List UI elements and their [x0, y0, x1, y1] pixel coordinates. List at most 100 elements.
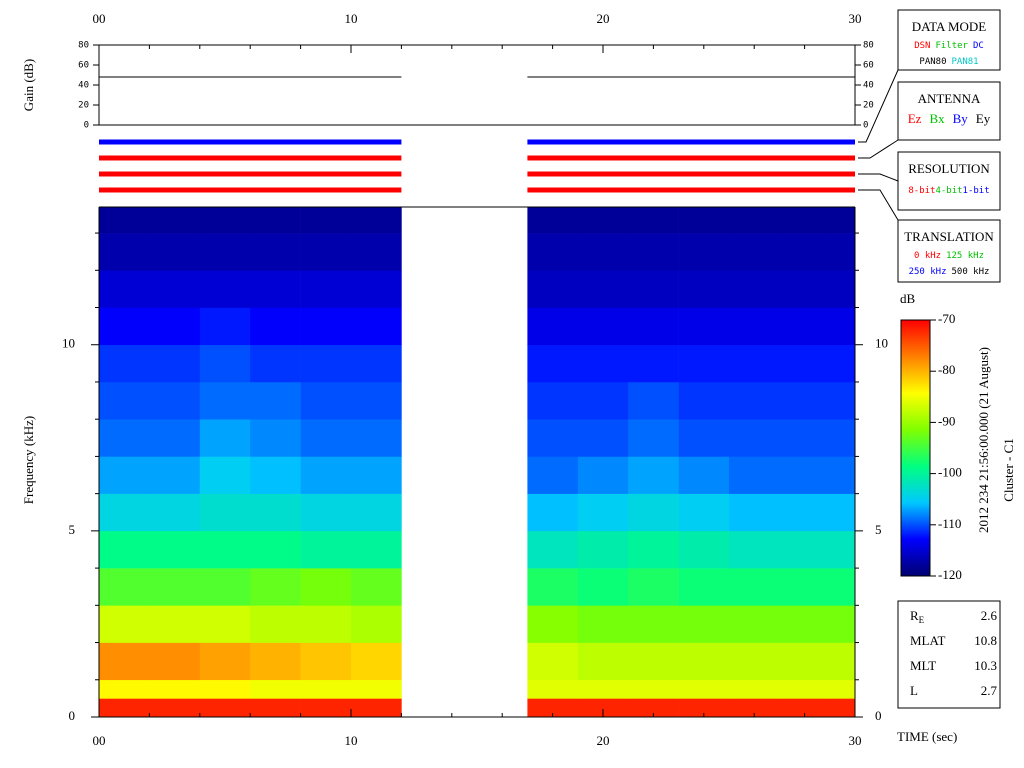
heat-cell — [779, 679, 831, 699]
heat-cell — [527, 419, 579, 457]
heat-cell — [99, 679, 150, 699]
heat-cell — [351, 233, 402, 271]
heat-cell — [250, 270, 301, 308]
heat-cell — [149, 233, 201, 271]
y-axis-title: Gain (dB) — [21, 59, 36, 111]
heat-cell — [149, 381, 201, 420]
heat-cell — [99, 270, 150, 308]
x-tick-label: 10 — [345, 733, 358, 748]
info-value: 2.6 — [981, 608, 998, 623]
heat-cell — [577, 679, 629, 699]
info-value: 10.3 — [974, 658, 997, 673]
heat-cell — [250, 568, 301, 606]
heat-cell — [300, 530, 352, 569]
heat-cell — [829, 419, 856, 457]
x-tick-label: 00 — [93, 11, 106, 26]
panel-row: Ez Bx By Ey — [908, 111, 991, 126]
heat-cell — [149, 530, 201, 569]
heat-cell — [149, 568, 201, 606]
panel-item: Filter — [935, 41, 968, 51]
panel-box — [897, 9, 1001, 71]
heat-cell — [678, 381, 730, 420]
heat-cell — [577, 568, 629, 606]
panel-row: PAN80 PAN81 — [919, 57, 978, 67]
heat-cell — [527, 270, 579, 308]
heat-cell — [300, 381, 352, 420]
heat-cell — [628, 642, 679, 681]
y-axis-title: Frequency (kHz) — [21, 416, 36, 504]
spacecraft: Cluster - C1 — [1001, 438, 1016, 502]
heat-cell — [99, 493, 150, 532]
heat-cell — [829, 698, 856, 718]
heat-cell — [729, 605, 780, 643]
heat-cell — [300, 233, 352, 271]
heat-cell — [199, 344, 251, 383]
panel-item: 4-bit — [935, 186, 962, 196]
x-tick-label: 20 — [597, 11, 610, 26]
heat-cell — [779, 530, 831, 569]
panel-item: 125 kHz — [946, 251, 984, 261]
plot-frame — [98, 44, 856, 126]
colorbar-tick-label: -110 — [938, 516, 961, 531]
x-tick-label: 00 — [93, 733, 106, 748]
heat-cell — [199, 530, 251, 569]
heat-cell — [99, 568, 150, 606]
heat-cell — [729, 207, 780, 234]
y-tick-label: 20 — [78, 101, 89, 111]
heat-cell — [779, 456, 831, 494]
panel-item: 500 kHz — [952, 267, 990, 277]
colorbar-tick-label: -90 — [938, 413, 955, 428]
y-tick-label: 10 — [875, 336, 888, 351]
heat-cell — [300, 698, 352, 718]
heat-cell — [829, 679, 856, 699]
heat-cell — [729, 381, 780, 420]
y-tick-label: 0 — [863, 121, 868, 131]
y-tick-label: 60 — [78, 61, 89, 71]
heat-cell — [729, 344, 780, 383]
heat-cell — [99, 233, 150, 271]
heat-cell — [351, 530, 402, 569]
heat-cell — [829, 233, 856, 271]
info-label-main: MLT — [910, 658, 936, 673]
info-box — [897, 600, 1001, 709]
heat-cell — [577, 456, 629, 494]
colorbar — [900, 319, 931, 577]
heat-cell — [678, 307, 730, 346]
heat-cell — [678, 207, 730, 234]
heat-cell — [351, 207, 402, 234]
panel-frames — [858, 9, 1001, 709]
heat-cell — [829, 307, 856, 346]
heat-cell — [628, 419, 679, 457]
panel-box — [897, 81, 1001, 141]
heat-cell — [779, 307, 831, 346]
heat-cell — [779, 419, 831, 457]
heat-cell — [351, 605, 402, 643]
heat-cell — [351, 270, 402, 308]
heat-cell — [678, 270, 730, 308]
heat-cell — [300, 605, 352, 643]
heat-cell — [779, 270, 831, 308]
heat-cell — [250, 642, 301, 681]
heat-cell — [779, 568, 831, 606]
heat-cell — [829, 530, 856, 569]
heat-cell — [678, 679, 730, 699]
x-tick-label: 20 — [597, 733, 610, 748]
heat-cell — [351, 456, 402, 494]
heat-cell — [829, 605, 856, 643]
heat-cell — [829, 381, 856, 420]
heat-cell — [628, 233, 679, 271]
heat-cell — [149, 698, 201, 718]
heat-cell — [628, 605, 679, 643]
heat-cell — [628, 568, 679, 606]
heat-cell — [149, 419, 201, 457]
heat-cell — [829, 568, 856, 606]
info-label: L — [910, 683, 918, 698]
heat-cell — [300, 344, 352, 383]
heat-cell — [577, 344, 629, 383]
heat-cell — [149, 270, 201, 308]
y-tick-label: 80 — [78, 41, 89, 51]
heat-cell — [351, 568, 402, 606]
status-bar — [527, 171, 855, 177]
heat-cell — [628, 307, 679, 346]
